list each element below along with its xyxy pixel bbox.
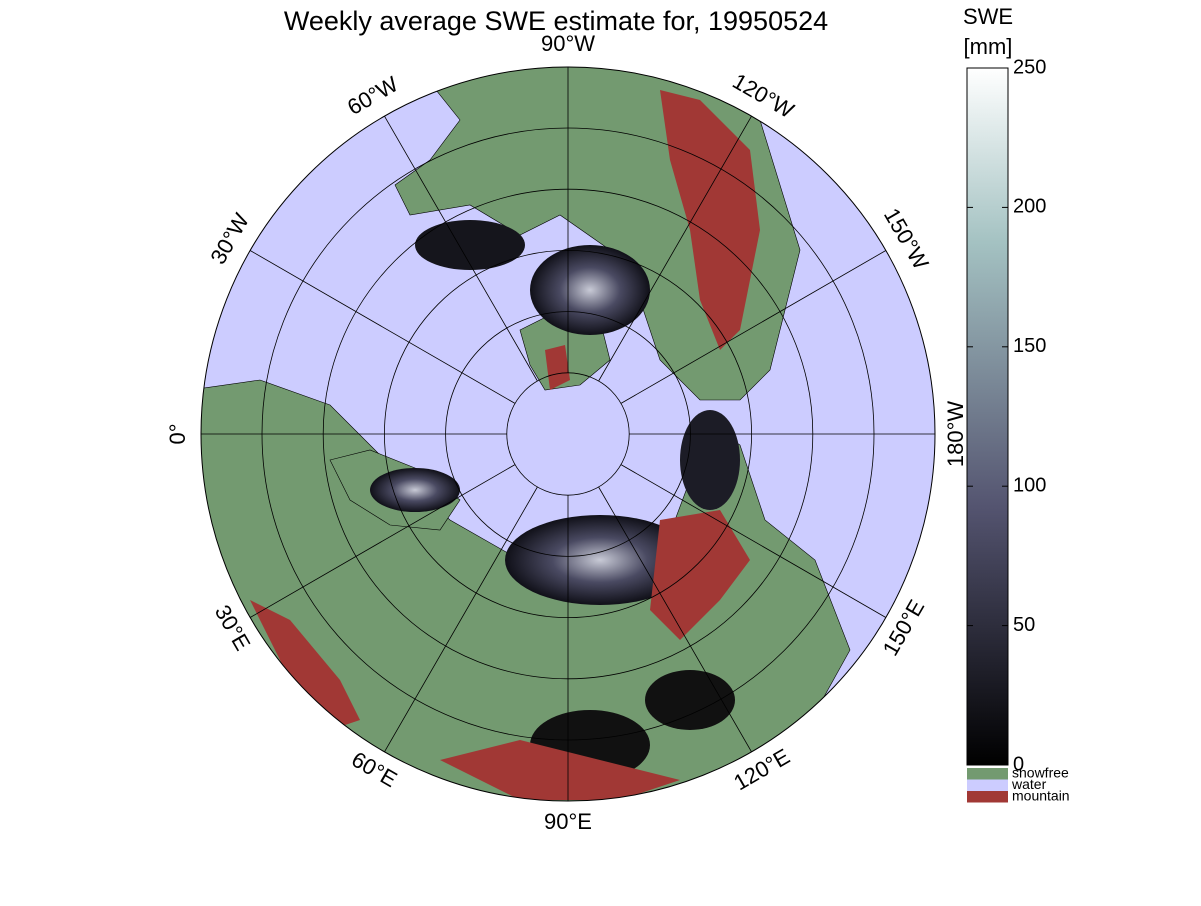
meridian-label: 0° <box>165 423 190 444</box>
legend-label: mountain <box>1012 788 1070 804</box>
meridian-label: 90°W <box>541 31 595 56</box>
colorbar-label: [mm] <box>964 34 1013 59</box>
snow-cover <box>415 220 525 270</box>
map-border <box>200 66 936 802</box>
mountain <box>545 345 570 390</box>
meridian <box>384 115 538 382</box>
colorbar-tick-label: 250 <box>1013 56 1046 78</box>
meridian <box>598 115 752 382</box>
map-title: Weekly average SWE estimate for, 1995052… <box>284 6 828 36</box>
snow-cover <box>530 245 650 335</box>
meridian <box>620 464 887 618</box>
mountain <box>440 740 680 800</box>
snow-cover <box>505 515 695 605</box>
legend-swatch <box>967 768 1008 780</box>
legend-label: snowfree <box>1012 765 1069 781</box>
meridian <box>620 250 887 404</box>
meridian-label: 180°W <box>943 401 968 468</box>
snow-cover <box>370 468 460 512</box>
colorbar <box>966 67 1009 766</box>
legend-swatch <box>967 779 1008 791</box>
meridian <box>249 250 516 404</box>
colorbar-tick-label: 100 <box>1013 474 1046 496</box>
legend-label: water <box>1011 776 1047 792</box>
mountain <box>650 510 750 640</box>
meridian <box>384 486 538 753</box>
meridian-label: 90°E <box>544 809 592 834</box>
colorbar-label: SWE <box>963 4 1013 29</box>
map-disk <box>201 67 935 801</box>
graticule <box>201 67 935 801</box>
meridian <box>249 464 516 618</box>
meridian <box>598 486 752 753</box>
legend-swatch <box>967 791 1008 803</box>
colorbar-tick-label: 0 <box>1013 753 1024 775</box>
colorbar-tick-label: 150 <box>1013 335 1046 357</box>
mountain <box>250 600 360 730</box>
colorbar-tick-label: 50 <box>1013 614 1035 636</box>
mountain <box>660 90 760 350</box>
colorbar-tick-label: 200 <box>1013 196 1046 218</box>
snow-cover <box>680 410 740 510</box>
